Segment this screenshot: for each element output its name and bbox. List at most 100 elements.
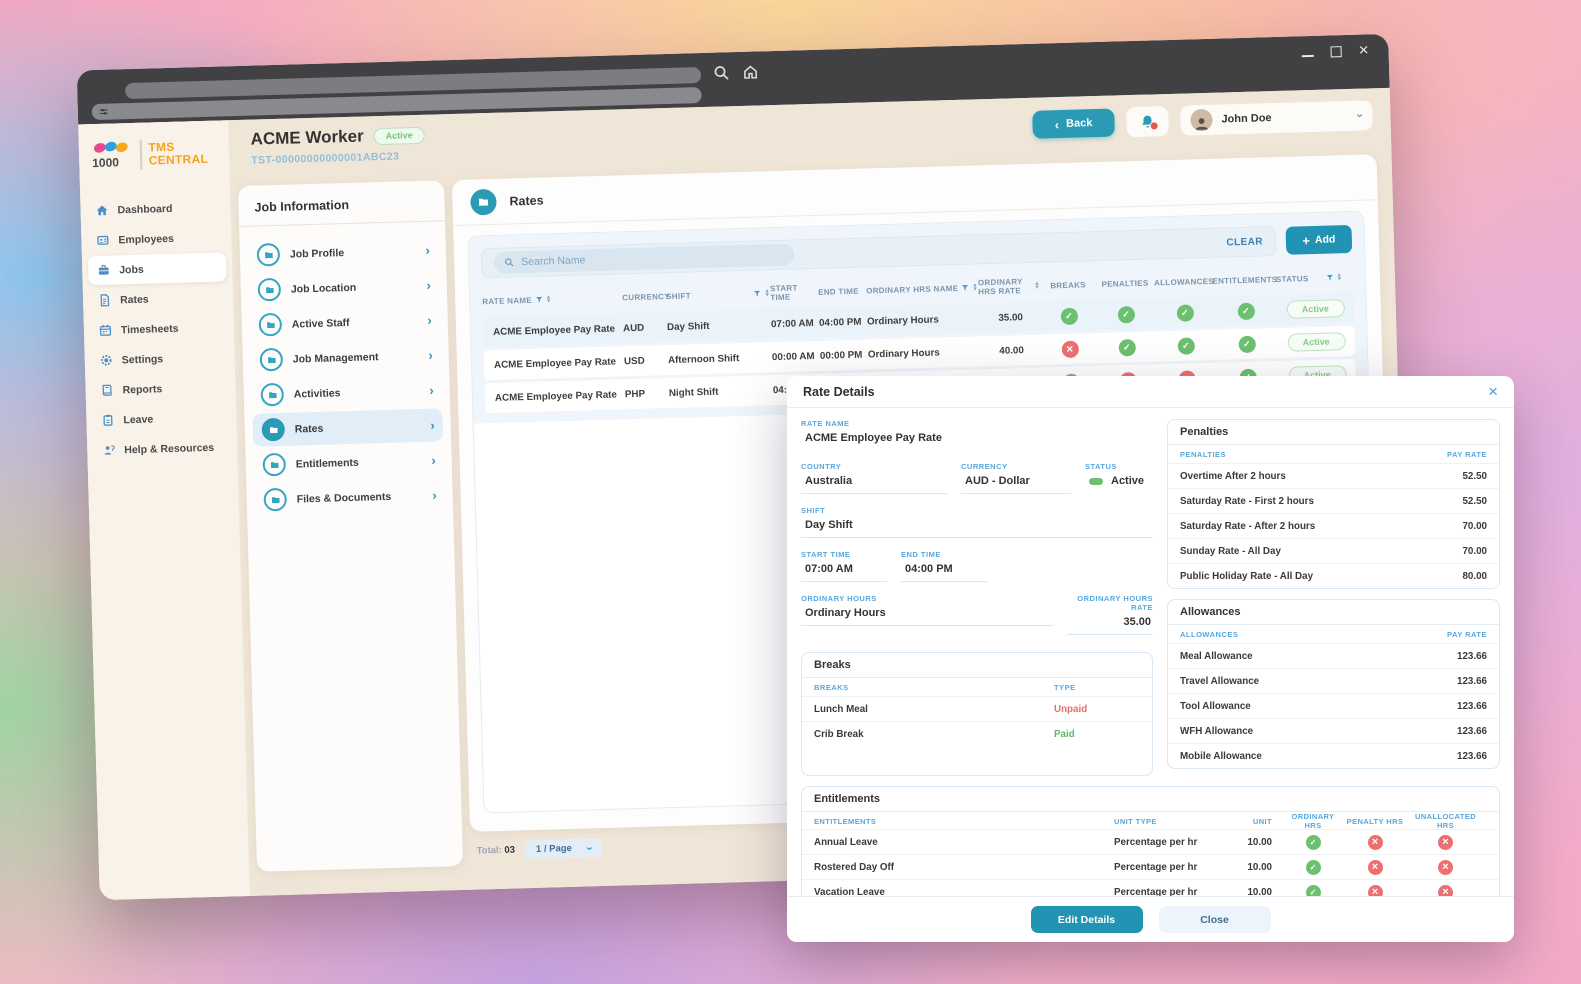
entitlement-row: Annual Leave Percentage per hr 10.00: [802, 829, 1499, 854]
sidebar-item[interactable]: Reports: [91, 372, 230, 405]
allowances-title: Allowances: [1168, 600, 1499, 625]
penalty-rate: 52.50: [1462, 495, 1487, 507]
cell-shift: Day Shift: [666, 320, 710, 333]
breaks-title: Breaks: [802, 653, 1152, 678]
cell-shift: Afternoon Shift: [667, 352, 740, 366]
cell-ordinary-hrs-rate: 35.00: [998, 311, 1024, 324]
folder-icon: [260, 382, 285, 407]
cell-start-time: 00:00 AM: [771, 350, 815, 363]
col-end-time: END TIME: [818, 286, 859, 297]
search-field[interactable]: [493, 243, 795, 274]
sidebar-item[interactable]: Settings: [90, 342, 229, 375]
sidebar-item-icon: [96, 234, 109, 247]
entitlement-row: Rostered Day Off Percentage per hr 10.00: [802, 854, 1499, 879]
sidebar-item-icon: [100, 354, 113, 367]
job-info-item-label: Entitlements: [295, 456, 359, 471]
sidebar-item-label: Leave: [123, 412, 154, 426]
minimize-button[interactable]: [1301, 47, 1314, 57]
allowance-row: Tool Allowance 123.66: [1168, 693, 1499, 718]
cell-rate-name: ACME Employee Pay Rate: [494, 389, 618, 404]
chevron-right-icon: ›: [427, 312, 432, 328]
col-entitlements: ENTITLEMENTS: [1212, 274, 1278, 286]
sort-icon[interactable]: ▲ ▼: [545, 293, 552, 305]
job-info-item[interactable]: Job Management ›: [250, 338, 441, 376]
end-time-field: END TIME 04:00 PM: [901, 545, 987, 582]
close-window-button[interactable]: ×: [1358, 40, 1369, 60]
home-icon[interactable]: [742, 63, 759, 80]
folder-icon: [261, 417, 286, 442]
sidebar-item[interactable]: Timesheets: [90, 312, 229, 345]
sidebar-item-label: Help & Resources: [124, 441, 215, 456]
entitlements-state-icon: [1237, 302, 1255, 320]
col-ordinary-hrs-rate: ORDINARY HRS RATE: [977, 277, 1023, 297]
ordinary-hours-field: ORDINARY HOURS Ordinary Hours: [801, 589, 1053, 635]
penalty-row: Sunday Rate - All Day 70.00: [1168, 538, 1499, 563]
sidebar-item[interactable]: Jobs: [87, 252, 227, 286]
job-info-item[interactable]: Files & Documents ›: [254, 478, 445, 516]
chevron-right-icon: ›: [426, 277, 432, 293]
cell-currency: USD: [623, 355, 645, 367]
penalty-row: Overtime After 2 hours 52.50: [1168, 463, 1499, 488]
sidebar-item-icon: [97, 264, 110, 277]
job-info-item[interactable]: Active Staff ›: [249, 303, 440, 341]
page-size-select[interactable]: 1 / Page ›: [524, 838, 603, 860]
country-field: COUNTRY Australia: [801, 457, 947, 494]
job-info-item[interactable]: Entitlements ›: [253, 443, 444, 481]
job-info-item[interactable]: Activities ›: [251, 373, 442, 411]
rate-name-value: ACME Employee Pay Rate: [805, 432, 942, 444]
search-icon[interactable]: [713, 64, 730, 81]
filter-icon[interactable]: [535, 296, 543, 304]
folder-icon: [256, 242, 281, 267]
penalty-name: Public Holiday Rate - All Day: [1180, 570, 1314, 582]
folder-icon: [258, 312, 283, 337]
job-info-item-label: Job Location: [290, 281, 357, 296]
country-value: Australia: [801, 475, 947, 494]
filter-icon[interactable]: [753, 289, 761, 297]
shift-value: Day Shift: [801, 519, 1153, 538]
close-button[interactable]: Close: [1158, 906, 1271, 933]
filter-icon[interactable]: [1325, 273, 1333, 281]
job-info-item[interactable]: Job Location ›: [248, 268, 439, 306]
entitlements-state-icon: [1238, 335, 1256, 353]
close-modal-icon[interactable]: ×: [1488, 381, 1498, 401]
logo-line2: CENTRAL: [148, 151, 209, 168]
col-ordinary-hrs-name: ORDINARY HRS NAME: [865, 283, 959, 296]
ordinary-hrs-state-icon: [1305, 834, 1321, 850]
penalty-name: Sunday Rate - All Day: [1180, 545, 1281, 557]
clear-button[interactable]: CLEAR: [1226, 235, 1264, 248]
allowance-row: Travel Allowance 123.66: [1168, 668, 1499, 693]
cell-rate-name: ACME Employee Pay Rate: [492, 323, 616, 338]
sidebar-item[interactable]: Rates: [89, 282, 228, 315]
entitlement-unit: 10.00: [1247, 886, 1272, 898]
unallocated-hrs-state-icon: [1438, 884, 1453, 900]
search-input[interactable]: [521, 248, 785, 269]
cell-shift: Night Shift: [668, 386, 719, 399]
job-info-item[interactable]: Job Profile ›: [247, 233, 438, 271]
maximize-button[interactable]: [1330, 45, 1342, 57]
penalty-rate: 52.50: [1462, 470, 1487, 482]
logo-number: 1000: [92, 155, 119, 170]
edit-details-button[interactable]: Edit Details: [1030, 906, 1143, 933]
sidebar-item[interactable]: Help & Resources: [93, 432, 232, 465]
allowance-name: Meal Allowance: [1180, 650, 1253, 662]
add-button[interactable]: + Add: [1285, 224, 1353, 255]
col-start-time: START TIME: [769, 283, 798, 303]
cell-currency: AUD: [622, 322, 645, 334]
entitlement-unit: 10.00: [1247, 836, 1272, 848]
sidebar-item[interactable]: Dashboard: [86, 192, 225, 225]
job-info-item[interactable]: Rates ›: [252, 408, 444, 447]
sidebar-item-label: Settings: [121, 352, 164, 366]
col-shift: SHIFT: [666, 290, 691, 301]
sidebar-item[interactable]: Leave: [92, 402, 231, 435]
sidebar-item[interactable]: Employees: [87, 222, 226, 255]
cell-end-time: 00:00 PM: [819, 349, 863, 362]
sort-icon[interactable]: ▲ ▼: [1336, 271, 1343, 283]
penalties-title: Penalties: [1168, 420, 1499, 445]
status-badge: Active: [1286, 299, 1345, 319]
search-icon: [504, 257, 514, 267]
sidebar-item-icon: [102, 444, 115, 457]
cell-start-time: 07:00 AM: [770, 317, 814, 330]
filter-icon[interactable]: [961, 284, 969, 292]
sidebar-item-label: Rates: [119, 293, 149, 306]
penalty-row: Saturday Rate - After 2 hours 70.00: [1168, 513, 1499, 538]
